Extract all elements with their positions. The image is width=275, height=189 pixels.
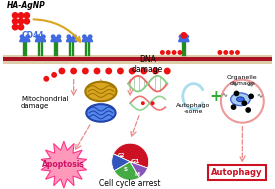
Polygon shape (179, 37, 189, 42)
Wedge shape (114, 162, 139, 180)
Circle shape (218, 50, 222, 55)
Circle shape (51, 35, 55, 38)
Circle shape (89, 35, 92, 38)
Circle shape (73, 35, 76, 38)
Circle shape (18, 12, 24, 19)
Circle shape (180, 32, 187, 39)
Text: Autophagy: Autophagy (211, 168, 263, 177)
Text: S: S (123, 167, 127, 172)
Circle shape (23, 12, 30, 19)
Circle shape (235, 50, 240, 55)
Circle shape (242, 101, 246, 105)
Polygon shape (67, 37, 77, 42)
Ellipse shape (86, 104, 115, 122)
Circle shape (70, 68, 77, 74)
Circle shape (26, 35, 29, 38)
Circle shape (12, 18, 18, 25)
Circle shape (129, 68, 136, 74)
Wedge shape (112, 154, 130, 171)
Circle shape (172, 50, 177, 55)
Text: G2: G2 (118, 153, 125, 158)
Circle shape (117, 68, 124, 74)
Circle shape (105, 68, 112, 74)
Text: Mitochondrial
damage: Mitochondrial damage (21, 96, 68, 109)
Polygon shape (35, 37, 45, 42)
Ellipse shape (236, 97, 244, 102)
Circle shape (223, 50, 228, 55)
Circle shape (221, 80, 264, 123)
Bar (3, 61, 272, 64)
Wedge shape (130, 162, 148, 178)
Circle shape (18, 18, 24, 25)
Wedge shape (113, 143, 149, 168)
Circle shape (166, 50, 171, 55)
Ellipse shape (85, 82, 117, 101)
FancyArrowPatch shape (34, 19, 80, 42)
Circle shape (42, 35, 45, 38)
Text: Cell cycle arrest: Cell cycle arrest (100, 179, 161, 188)
Polygon shape (41, 141, 87, 188)
Text: Organelle
damage: Organelle damage (227, 75, 258, 86)
Polygon shape (51, 37, 61, 42)
Circle shape (160, 50, 165, 55)
Text: +: + (210, 89, 222, 104)
Circle shape (179, 35, 183, 38)
Polygon shape (20, 37, 30, 42)
Circle shape (164, 68, 171, 74)
Circle shape (23, 18, 30, 25)
Circle shape (20, 35, 24, 38)
Circle shape (151, 101, 155, 105)
Circle shape (43, 76, 49, 82)
Circle shape (36, 35, 39, 38)
Circle shape (59, 68, 65, 74)
Circle shape (18, 24, 24, 31)
Circle shape (51, 72, 57, 78)
Text: G1: G1 (130, 159, 140, 164)
Circle shape (94, 68, 100, 74)
Circle shape (83, 35, 86, 38)
Circle shape (141, 68, 147, 74)
Circle shape (82, 68, 89, 74)
Text: M: M (134, 172, 139, 177)
Circle shape (141, 101, 145, 105)
Ellipse shape (231, 93, 250, 106)
Text: Apoptosis: Apoptosis (42, 160, 85, 169)
Text: Autophago
-some: Autophago -some (176, 103, 211, 114)
Circle shape (234, 91, 239, 96)
Text: CD44: CD44 (21, 31, 44, 40)
Circle shape (12, 24, 18, 31)
Circle shape (152, 68, 159, 74)
Circle shape (229, 50, 234, 55)
Bar (3, 55, 272, 57)
Circle shape (57, 35, 60, 38)
Polygon shape (82, 37, 92, 42)
Circle shape (185, 35, 188, 38)
Bar (3, 55, 272, 64)
Circle shape (177, 50, 182, 55)
Circle shape (231, 105, 236, 109)
Circle shape (249, 94, 253, 98)
Circle shape (246, 108, 250, 112)
Text: HA-AgNP: HA-AgNP (7, 1, 46, 10)
FancyBboxPatch shape (208, 165, 266, 180)
Text: DNA
damage: DNA damage (132, 55, 163, 74)
Circle shape (12, 12, 18, 19)
Circle shape (67, 35, 70, 38)
